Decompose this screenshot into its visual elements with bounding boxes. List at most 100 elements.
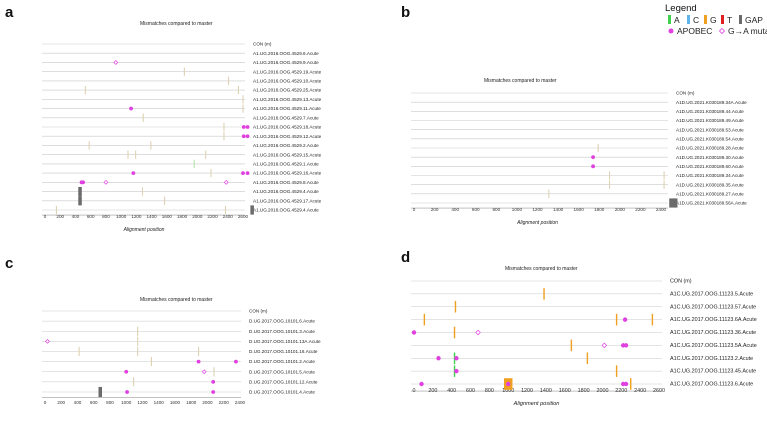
apobec-marker	[241, 171, 245, 176]
sequence-label: A1D.UG.2021.K030189.35.Acute	[676, 182, 744, 187]
x-tick-label: 200	[57, 400, 65, 405]
nucleotide-mark-G	[150, 141, 152, 150]
nucleotide-mark-G	[183, 67, 185, 76]
sequence-label: A1C.UG.2017.OOG.11123.5.Acute	[670, 291, 753, 297]
nucleotide-mark-G	[135, 150, 137, 159]
nucleotide-mark-G	[454, 300, 457, 313]
x-tick-label: 1400	[154, 400, 165, 405]
nucleotide-mark-G	[210, 168, 212, 178]
nucleotide-mark-G	[608, 171, 611, 180]
nucleotide-mark-G	[150, 357, 152, 367]
panel-letter: c	[5, 255, 13, 272]
apobec-marker	[411, 330, 417, 335]
sequence-label: A1C.UG.2017.OOG.11123.6A.Acute	[670, 317, 757, 323]
x-tick-label: 2400	[656, 207, 667, 212]
sequence-label: D.UG.2017.OOG.10101.4.Acute	[249, 390, 315, 395]
panel-title: Mismatches compared to master	[484, 78, 557, 84]
sequence-label: A1.UG.2016.OOG.4529.4.Acute	[253, 208, 319, 213]
apobec-marker	[591, 155, 595, 160]
x-tick-label: 0	[413, 388, 416, 394]
nucleotide-mark-G	[663, 180, 665, 189]
x-axis-label: Alignment position	[123, 227, 165, 233]
x-tick-label: 200	[56, 214, 64, 219]
x-tick-label: 1400	[540, 388, 552, 394]
apobec-marker	[419, 381, 424, 387]
panel-title: Mismatches compared to master	[140, 21, 213, 27]
sequence-label: CON (m)	[249, 309, 268, 314]
sequence-label: A1.UG.2016.OOG.4529.2.Acute	[253, 143, 319, 148]
x-tick-label: 2200	[615, 388, 627, 394]
x-tick-label: 200	[428, 388, 437, 394]
x-tick-label: 400	[451, 207, 459, 212]
sequence-label: A1C.UG.2017.OOG.11123.6.Acute	[670, 382, 753, 388]
apobec-marker	[234, 359, 238, 364]
legend-title: Legend	[665, 3, 697, 14]
x-axis-label: Alignment position	[516, 220, 558, 226]
sequence-label: A1C.UG.2017.OOG.11123.2.Acute	[670, 356, 753, 362]
x-tick-label: 2400	[235, 400, 246, 405]
legend-swatch-a	[668, 15, 671, 24]
sequence-label: A1C.UG.2017.OOG.11123.57.Acute	[670, 304, 756, 310]
x-tick-label: 1000	[512, 207, 523, 212]
panel-title: Mismatches compared to master	[505, 266, 578, 272]
legend-gtoa-marker	[718, 27, 726, 35]
nucleotide-mark-G	[453, 326, 456, 339]
x-tick-label: 1200	[137, 400, 148, 405]
x-tick-label: 1800	[594, 207, 605, 212]
nucleotide-mark-G	[615, 313, 618, 326]
sequence-label: A1.UG.2016.OOG.4529.18.Acute	[253, 125, 322, 130]
apobec-marker	[241, 134, 246, 139]
x-tick-label: 1200	[521, 388, 533, 394]
apobec-marker	[125, 390, 129, 394]
sequence-label: A1D.UG.2021.K030189.49.Acute	[676, 118, 744, 123]
sequence-label: A1.UG.2016.OOG.4529.12.Acute	[253, 134, 322, 139]
apobec-marker	[454, 356, 459, 361]
apobec-marker	[454, 368, 459, 374]
x-tick-label: 0	[44, 214, 47, 219]
sequence-label: A1.UG.2016.OOG.4529.8.Acute	[253, 180, 319, 185]
nucleotide-mark-G	[137, 346, 139, 357]
sequence-label: A1.UG.2016.OOG.4529.11.Acute	[253, 106, 321, 111]
g-to-a-marker	[103, 179, 109, 185]
sequence-label: A1D.UG.2021.K030189.60.Acute	[676, 164, 744, 169]
sequence-label: A1D.UG.2021.K030189.30.Acute	[676, 155, 744, 160]
nucleotide-mark-G	[608, 180, 611, 189]
x-tick-label: 2400	[223, 214, 234, 219]
sequence-label: A1.UG.2016.OOG.4529.1.Acute	[253, 161, 319, 166]
x-tick-label: 1800	[186, 400, 197, 405]
nucleotide-mark-G	[543, 288, 545, 300]
gap-mark	[78, 186, 82, 197]
legend-swatch-g	[704, 15, 707, 24]
sequence-label: D.UG.2017.OOG.10101.5.Acute	[249, 369, 315, 374]
nucleotide-mark-A	[193, 159, 195, 169]
nucleotide-mark-G	[223, 122, 225, 132]
x-tick-label: 1600	[559, 388, 571, 394]
panel-letter: d	[401, 249, 410, 266]
gap-mark	[669, 198, 678, 208]
sequence-label: CON (m)	[676, 91, 695, 96]
x-tick-label: 0	[413, 207, 416, 212]
sequence-label: A1C.UG.2017.OOG.11123.36.Acute	[670, 330, 756, 336]
x-tick-label: 2200	[635, 207, 646, 212]
gap-mark	[98, 386, 102, 398]
x-tick-label: 1400	[553, 207, 564, 212]
legend-label-t: T	[727, 15, 732, 25]
nucleotide-mark-G	[198, 346, 200, 357]
nucleotide-mark-G	[142, 113, 144, 122]
apobec-marker	[211, 390, 216, 394]
nucleotide-mark-G	[615, 365, 618, 377]
g-to-a-marker	[475, 329, 481, 336]
nucleotide-mark-G	[570, 339, 573, 352]
x-tick-label: 2200	[219, 400, 230, 405]
x-tick-label: 2400	[634, 388, 646, 394]
x-tick-label: 400	[447, 388, 456, 394]
nucleotide-mark-G	[630, 378, 632, 390]
g-to-a-marker	[45, 338, 50, 344]
nucleotide-mark-G	[597, 143, 599, 153]
apobec-marker	[623, 381, 629, 387]
x-tick-label: 800	[485, 388, 494, 394]
nucleotide-mark-G	[586, 352, 589, 365]
nucleotide-mark-G	[84, 85, 86, 95]
